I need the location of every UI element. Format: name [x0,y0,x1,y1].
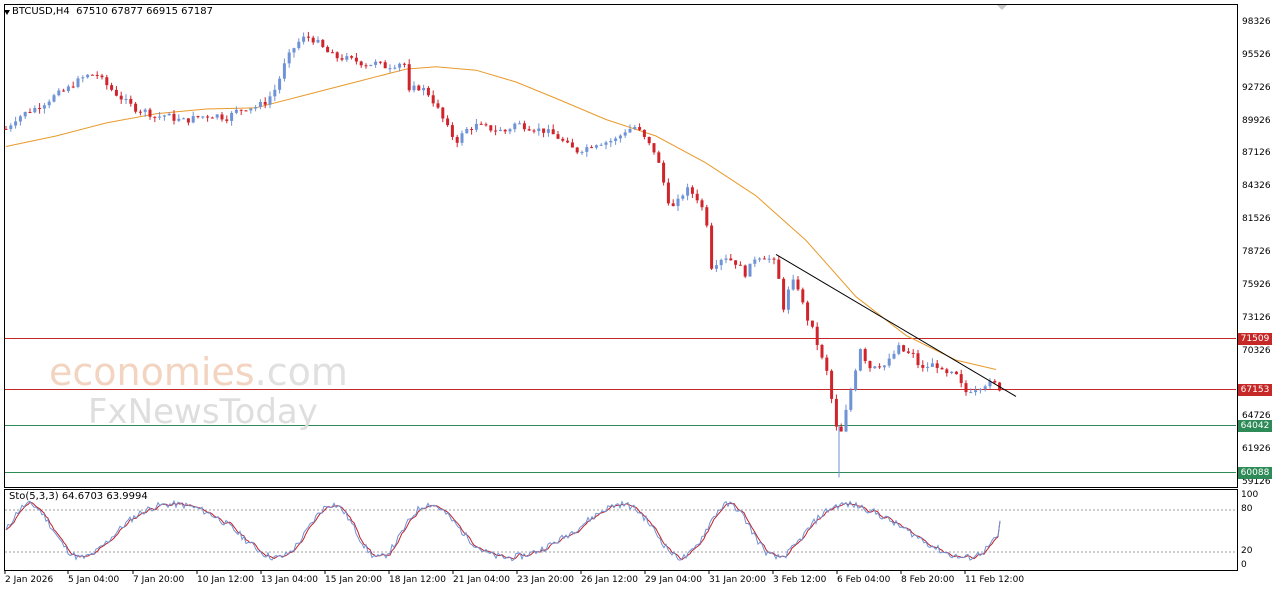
time-tick-label: 15 Jan 20:00 [325,575,382,585]
oscillator-tick-label: 20 [1241,546,1253,556]
oscillator-tick-label: 0 [1241,560,1247,570]
price-tick-label: 59126 [1242,477,1271,487]
time-tick-label: 18 Jan 12:00 [389,575,446,585]
time-tick-label: 3 Feb 12:00 [773,575,827,585]
main-pane-border [4,4,1238,488]
level-tag-64042: 64042 [1238,419,1272,432]
oscillator-pane-border [4,489,1238,571]
price-tick-label: 64726 [1242,411,1271,422]
price-tick-label: 81526 [1242,214,1271,225]
level-tag-71509: 71509 [1238,332,1272,345]
oscillator-tick-label: 80 [1241,504,1253,514]
oscillator-header: Sto(5,3,3) 64.6703 63.9994 [9,491,148,502]
time-tick-label: 2 Jan 2026 [5,575,54,585]
time-tick-label: 23 Jan 20:00 [517,575,574,585]
time-tick-label: 7 Jan 20:00 [133,575,185,585]
time-tick-label: 29 Jan 04:00 [645,575,702,585]
time-tick-label: 13 Jan 04:00 [261,575,318,585]
level-tag-60088: 60088 [1238,466,1272,479]
oscillator-tick-label: 100 [1241,490,1259,500]
collapse-triangle-icon[interactable] [4,10,10,15]
price-tick-label: 61926 [1242,444,1271,455]
price-tick-label: 78726 [1242,247,1271,257]
time-tick-label: 31 Jan 20:00 [709,575,766,585]
price-tick-label: 87126 [1242,148,1271,159]
price-tick-label: 98326 [1242,17,1271,27]
chart-shift-marker-icon[interactable] [997,5,1007,10]
level-tag-67153: 67153 [1238,383,1272,396]
time-tick-label: 11 Feb 12:00 [965,575,1025,585]
time-tick-label: 21 Jan 04:00 [453,575,510,585]
price-tick-label: 95526 [1242,49,1271,60]
price-tick-label: 92726 [1242,82,1271,93]
symbol-header: BTCUSD,H4 67510 67877 66915 67187 [12,6,213,17]
price-tick-label: 73126 [1242,312,1271,323]
time-tick-label: 26 Jan 12:00 [581,575,638,585]
price-tick-label: 89926 [1242,115,1271,126]
time-tick-label: 6 Feb 04:00 [837,575,891,585]
time-tick-label: 5 Jan 04:00 [68,575,120,585]
price-tick-label: 75926 [1242,279,1271,290]
price-tick-label: 70326 [1242,345,1271,356]
time-tick-label: 8 Feb 20:00 [901,575,955,585]
time-tick-label: 10 Jan 12:00 [197,575,254,585]
price-tick-label: 84326 [1242,181,1271,192]
